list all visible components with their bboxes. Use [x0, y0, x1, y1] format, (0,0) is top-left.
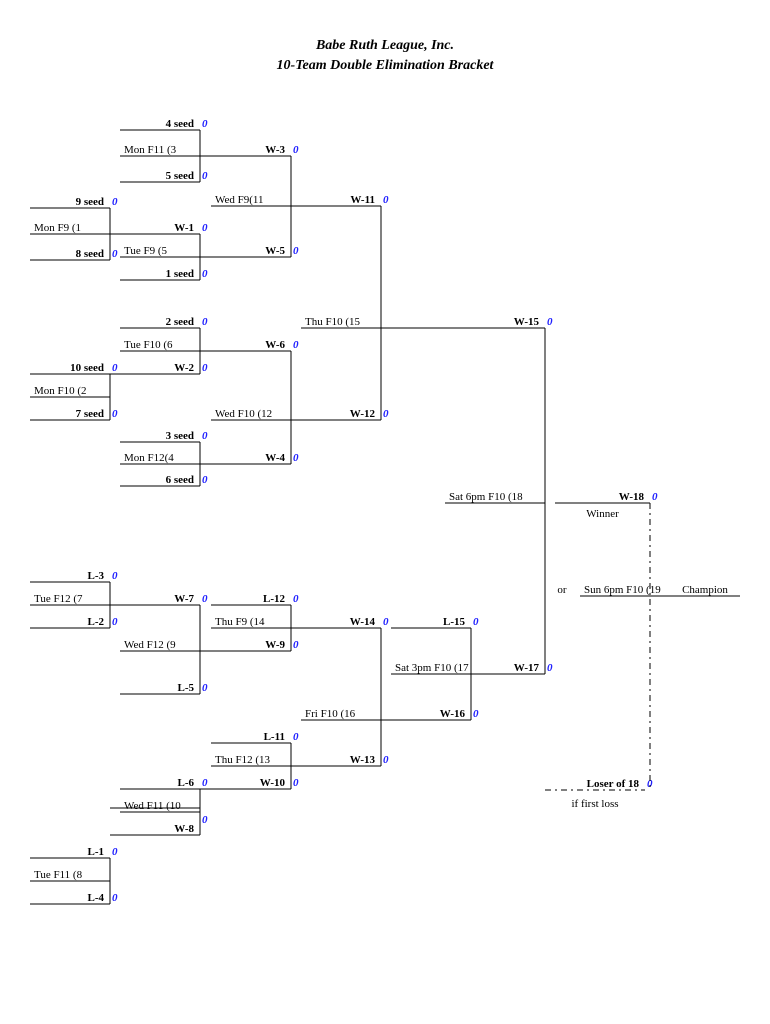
svg-text:9 seed: 9 seed [76, 196, 104, 208]
svg-text:0: 0 [293, 339, 299, 351]
svg-text:if first loss: if first loss [571, 798, 618, 810]
svg-text:0: 0 [202, 362, 208, 374]
svg-text:0: 0 [202, 118, 208, 130]
svg-text:W-4: W-4 [265, 452, 285, 464]
svg-text:W-17: W-17 [514, 662, 540, 674]
svg-text:W-6: W-6 [265, 339, 285, 351]
svg-text:Mon F12(4: Mon F12(4 [124, 452, 174, 464]
svg-text:0: 0 [383, 194, 389, 206]
svg-text:W-3: W-3 [265, 144, 285, 156]
svg-text:7 seed: 7 seed [76, 408, 104, 420]
svg-text:Thu F9 (14: Thu F9 (14 [215, 616, 265, 628]
svg-text:W-11: W-11 [350, 194, 375, 206]
svg-text:0: 0 [202, 170, 208, 182]
svg-text:0: 0 [202, 682, 208, 694]
svg-text:0: 0 [112, 196, 118, 208]
svg-text:0: 0 [473, 616, 479, 628]
svg-text:0: 0 [547, 662, 553, 674]
svg-text:0: 0 [473, 708, 479, 720]
svg-text:0: 0 [112, 616, 118, 628]
svg-text:L-6: L-6 [178, 777, 195, 789]
svg-text:0: 0 [293, 777, 299, 789]
svg-text:or: or [557, 584, 567, 596]
svg-text:W-10: W-10 [260, 777, 286, 789]
svg-text:Champion: Champion [682, 584, 728, 596]
svg-text:W-15: W-15 [514, 316, 540, 328]
svg-text:W-18: W-18 [619, 491, 645, 503]
svg-text:Wed F9(11: Wed F9(11 [215, 194, 264, 206]
svg-text:0: 0 [383, 754, 389, 766]
svg-text:0: 0 [202, 474, 208, 486]
svg-text:0: 0 [112, 892, 118, 904]
svg-text:0: 0 [202, 777, 208, 789]
svg-text:W-13: W-13 [350, 754, 376, 766]
svg-text:Winner: Winner [586, 508, 619, 520]
svg-text:Tue F9 (5: Tue F9 (5 [124, 245, 167, 257]
svg-text:W-7: W-7 [174, 593, 194, 605]
svg-text:2 seed: 2 seed [166, 316, 194, 328]
svg-text:L-3: L-3 [88, 570, 105, 582]
svg-text:L-12: L-12 [263, 593, 286, 605]
svg-text:W-12: W-12 [350, 408, 376, 420]
svg-text:0: 0 [293, 593, 299, 605]
svg-text:0: 0 [112, 846, 118, 858]
svg-text:0: 0 [383, 616, 389, 628]
svg-text:10 seed: 10 seed [70, 362, 104, 374]
svg-text:5 seed: 5 seed [166, 170, 194, 182]
svg-text:0: 0 [202, 316, 208, 328]
svg-text:L-1: L-1 [88, 846, 105, 858]
svg-text:W-1: W-1 [174, 222, 194, 234]
svg-text:0: 0 [293, 731, 299, 743]
svg-text:6 seed: 6 seed [166, 474, 194, 486]
svg-text:8 seed: 8 seed [76, 248, 104, 260]
svg-text:0: 0 [202, 593, 208, 605]
svg-text:Wed F10 (12: Wed F10 (12 [215, 408, 272, 420]
svg-text:0: 0 [293, 245, 299, 257]
svg-text:0: 0 [202, 430, 208, 442]
svg-text:0: 0 [202, 268, 208, 280]
bracket-canvas: 4 seed 0 Mon F11 (3 5 seed 0 9 seed 0 Mon F9 (1… [0, 0, 770, 1024]
svg-text:1 seed: 1 seed [166, 268, 194, 280]
svg-text:W-2: W-2 [174, 362, 194, 374]
svg-text:L-11: L-11 [264, 731, 285, 743]
svg-text:Mon F9 (1: Mon F9 (1 [34, 222, 81, 234]
svg-text:0: 0 [112, 570, 118, 582]
svg-text:Sat 6pm F10 (18: Sat 6pm F10 (18 [449, 491, 523, 503]
svg-text:W-16: W-16 [440, 708, 466, 720]
svg-text:4 seed: 4 seed [166, 118, 194, 130]
svg-text:Mon F10 (2: Mon F10 (2 [34, 385, 87, 397]
svg-text:L-5: L-5 [178, 682, 195, 694]
svg-text:Thu F12 (13: Thu F12 (13 [215, 754, 271, 766]
svg-text:0: 0 [202, 814, 208, 826]
svg-text:Tue F11 (8: Tue F11 (8 [34, 869, 83, 881]
svg-text:L-15: L-15 [443, 616, 466, 628]
svg-text:0: 0 [293, 452, 299, 464]
svg-text:Tue F10 (6: Tue F10 (6 [124, 339, 173, 351]
svg-text:0: 0 [112, 362, 118, 374]
svg-text:Mon F11 (3: Mon F11 (3 [124, 144, 177, 156]
svg-text:0: 0 [293, 144, 299, 156]
svg-text:W-9: W-9 [265, 639, 285, 651]
svg-text:W-5: W-5 [265, 245, 285, 257]
svg-text:0: 0 [112, 248, 118, 260]
svg-text:0: 0 [202, 222, 208, 234]
svg-text:W-8: W-8 [174, 823, 194, 835]
svg-text:Sat 3pm F10 (17: Sat 3pm F10 (17 [395, 662, 469, 674]
svg-text:Wed F11 (10: Wed F11 (10 [124, 800, 181, 812]
svg-text:0: 0 [547, 316, 553, 328]
svg-text:3 seed: 3 seed [166, 430, 194, 442]
svg-text:Loser of 18: Loser of 18 [587, 778, 640, 790]
svg-text:Wed F12 (9: Wed F12 (9 [124, 639, 176, 651]
svg-text:0: 0 [293, 639, 299, 651]
svg-text:0: 0 [652, 491, 658, 503]
svg-text:Thu F10 (15: Thu F10 (15 [305, 316, 361, 328]
svg-text:L-2: L-2 [88, 616, 105, 628]
svg-text:W-14: W-14 [350, 616, 376, 628]
svg-text:Tue F12 (7: Tue F12 (7 [34, 593, 83, 605]
svg-text:0: 0 [112, 408, 118, 420]
svg-text:L-4: L-4 [88, 892, 105, 904]
svg-text:Fri F10 (16: Fri F10 (16 [305, 708, 356, 720]
svg-text:0: 0 [383, 408, 389, 420]
